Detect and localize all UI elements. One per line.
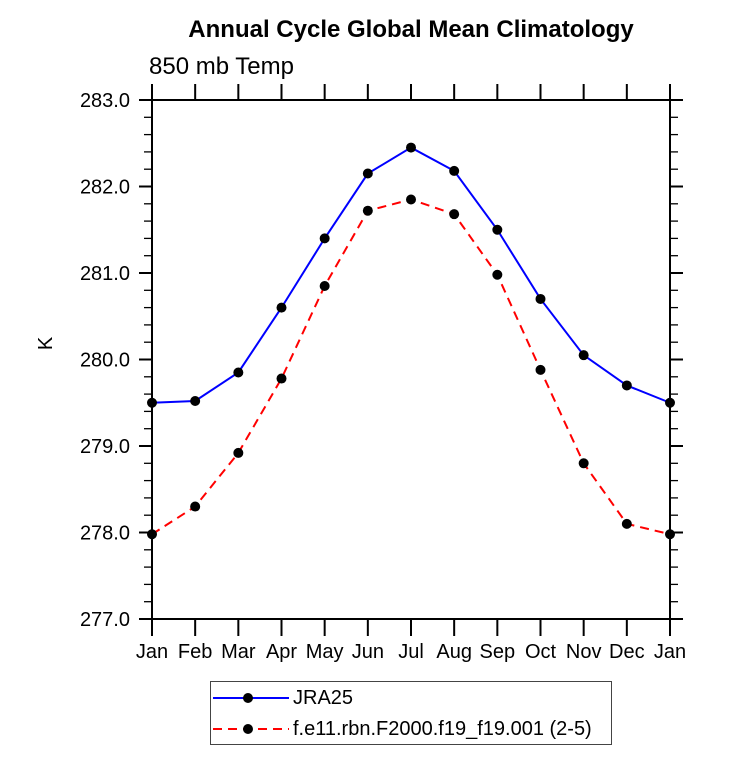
y-tick-label: 281.0 xyxy=(80,263,130,285)
data-point-marker xyxy=(406,194,416,205)
plot-frame xyxy=(151,99,671,620)
data-point-marker xyxy=(621,380,632,391)
y-tick-label: 277.0 xyxy=(80,609,130,631)
legend-line-sample-model xyxy=(213,723,289,734)
data-point-marker xyxy=(276,373,287,384)
x-tick-label: Jan xyxy=(654,641,686,663)
x-tick-label: Jul xyxy=(398,641,424,663)
legend-item-jra25: JRA25 xyxy=(211,682,611,713)
y-tick-label: 278.0 xyxy=(80,523,130,545)
y-tick-label: 283.0 xyxy=(80,90,130,112)
data-point-marker xyxy=(492,224,503,235)
data-point-marker xyxy=(319,280,330,291)
x-tick-label: Feb xyxy=(178,641,212,663)
data-point-marker xyxy=(578,458,589,469)
data-point-marker xyxy=(449,165,460,176)
series-line-jra25 xyxy=(151,146,671,404)
y-tick-label: 279.0 xyxy=(80,436,130,458)
legend-line-sample-jra25 xyxy=(213,692,289,703)
chart-subtitle: 850 mb Temp xyxy=(149,53,294,80)
x-tick-label: May xyxy=(306,641,344,663)
y-tick-label: 282.0 xyxy=(80,177,130,199)
data-point-marker xyxy=(449,209,460,220)
x-tick-label: Apr xyxy=(266,641,297,663)
x-tick-label: Nov xyxy=(566,641,602,663)
x-tick-label: Jan xyxy=(136,641,168,663)
data-point-marker xyxy=(233,367,244,378)
data-point-marker xyxy=(578,350,589,361)
data-point-marker xyxy=(147,397,157,408)
x-tick-label: Aug xyxy=(436,641,472,663)
x-tick-label: Sep xyxy=(480,641,516,663)
data-point-marker xyxy=(233,447,244,458)
x-tick-label: Mar xyxy=(221,641,256,663)
data-point-marker xyxy=(406,142,416,153)
data-point-marker xyxy=(665,529,675,540)
data-point-marker xyxy=(362,205,373,216)
data-point-marker xyxy=(535,293,546,304)
series-line-model xyxy=(151,198,671,536)
legend-label-model: f.e11.rbn.F2000.f19_f19.001 (2-5) xyxy=(293,717,592,740)
legend: JRA25 f.e11.rbn.F2000.f19_f19.001 (2-5) xyxy=(210,681,612,745)
data-point-marker xyxy=(492,269,503,280)
data-point-marker xyxy=(190,396,201,407)
data-point-marker xyxy=(190,501,201,512)
data-point-marker xyxy=(319,233,330,244)
x-tick-label: Dec xyxy=(609,641,645,663)
x-tick-label: Jun xyxy=(352,641,384,663)
legend-label-jra25: JRA25 xyxy=(293,686,354,709)
legend-item-model: f.e11.rbn.F2000.f19_f19.001 (2-5) xyxy=(211,713,611,744)
data-point-marker xyxy=(362,168,373,179)
data-point-marker xyxy=(535,364,546,375)
data-point-marker xyxy=(147,529,157,540)
data-point-marker xyxy=(665,397,675,408)
data-point-marker xyxy=(276,302,287,313)
data-point-marker xyxy=(621,518,632,529)
chart-title: Annual Cycle Global Mean Climatology xyxy=(188,16,634,43)
y-tick-label: 280.0 xyxy=(80,350,130,372)
x-tick-label: Oct xyxy=(525,641,557,663)
